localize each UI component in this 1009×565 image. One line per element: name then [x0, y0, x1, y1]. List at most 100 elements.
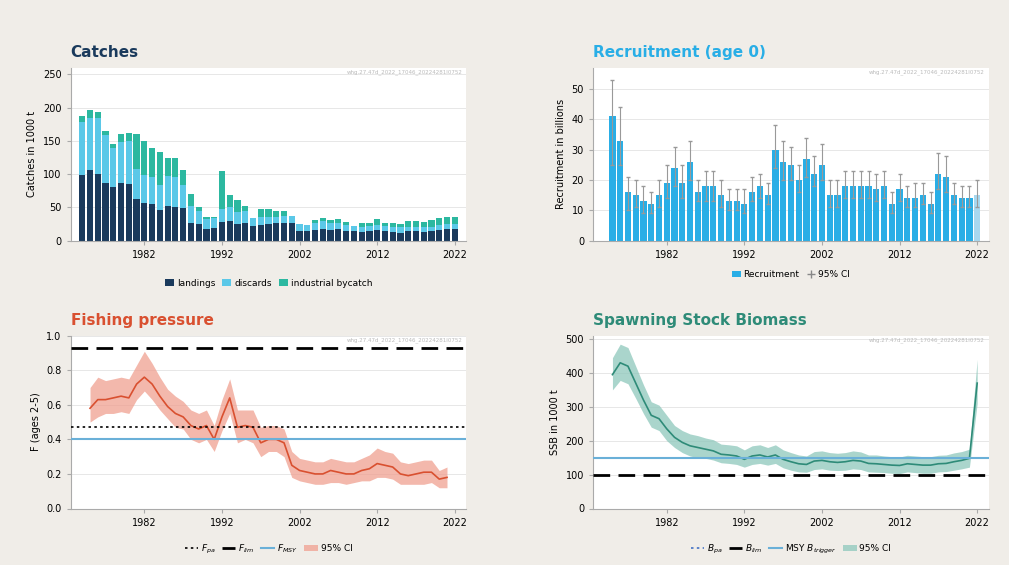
- Bar: [149, 204, 155, 241]
- Bar: [609, 116, 615, 241]
- Bar: [79, 176, 86, 241]
- Bar: [227, 207, 233, 221]
- Bar: [149, 147, 155, 177]
- Bar: [173, 158, 179, 177]
- Bar: [320, 229, 326, 241]
- Bar: [118, 142, 124, 183]
- Bar: [289, 223, 295, 241]
- Bar: [381, 223, 388, 226]
- Bar: [103, 135, 109, 183]
- Bar: [358, 227, 364, 232]
- Bar: [188, 223, 194, 241]
- Bar: [850, 186, 856, 241]
- Bar: [227, 195, 233, 207]
- Bar: [405, 227, 412, 231]
- Bar: [126, 184, 132, 241]
- Legend: Recruitment, 95% CI: Recruitment, 95% CI: [728, 267, 854, 282]
- Bar: [351, 226, 357, 231]
- Bar: [374, 225, 380, 230]
- Bar: [896, 189, 903, 241]
- Bar: [904, 198, 910, 241]
- Bar: [374, 230, 380, 241]
- Bar: [967, 198, 973, 241]
- Bar: [312, 223, 318, 230]
- Bar: [196, 207, 202, 211]
- Bar: [413, 227, 419, 231]
- Bar: [429, 231, 435, 241]
- Bar: [95, 112, 101, 118]
- Bar: [141, 203, 147, 241]
- Text: Fishing pressure: Fishing pressure: [71, 313, 214, 328]
- Bar: [413, 221, 419, 227]
- Bar: [436, 225, 442, 230]
- Text: Spawning Stock Biomass: Spawning Stock Biomass: [593, 313, 807, 328]
- Bar: [118, 133, 124, 142]
- Bar: [257, 225, 264, 241]
- Bar: [927, 204, 933, 241]
- Bar: [826, 195, 832, 241]
- Bar: [950, 195, 957, 241]
- Bar: [335, 223, 341, 229]
- Bar: [671, 168, 678, 241]
- Bar: [873, 189, 880, 241]
- Bar: [103, 131, 109, 135]
- Legend: $B_{pa}$, $B_{lim}$, MSY $B_{trigger}$, 95% CI: $B_{pa}$, $B_{lim}$, MSY $B_{trigger}$, …: [687, 538, 895, 559]
- Bar: [343, 222, 349, 225]
- Bar: [912, 198, 918, 241]
- Bar: [87, 118, 93, 170]
- Bar: [110, 147, 116, 188]
- Bar: [110, 144, 116, 147]
- Bar: [757, 186, 763, 241]
- Bar: [312, 230, 318, 241]
- Bar: [180, 185, 187, 208]
- Bar: [381, 231, 388, 241]
- Bar: [405, 221, 412, 227]
- Bar: [110, 188, 116, 241]
- Bar: [772, 150, 779, 241]
- Bar: [436, 218, 442, 225]
- Bar: [421, 232, 427, 241]
- Bar: [211, 217, 217, 218]
- Bar: [959, 198, 965, 241]
- Text: whg.27.47d_2022_17046_20224281I0752: whg.27.47d_2022_17046_20224281I0752: [869, 69, 985, 75]
- Bar: [710, 186, 716, 241]
- Bar: [320, 221, 326, 229]
- Text: whg.27.47d_2022_17046_20224281I0752: whg.27.47d_2022_17046_20224281I0752: [869, 337, 985, 343]
- Bar: [351, 231, 357, 241]
- Bar: [219, 222, 225, 241]
- Bar: [633, 195, 639, 241]
- Bar: [95, 118, 101, 174]
- Bar: [234, 212, 240, 224]
- Bar: [398, 224, 404, 227]
- Bar: [211, 228, 217, 241]
- Y-axis label: Catches in 1000 t: Catches in 1000 t: [27, 111, 37, 197]
- Bar: [164, 158, 171, 176]
- Bar: [281, 216, 288, 223]
- Bar: [718, 195, 724, 241]
- Bar: [250, 226, 256, 241]
- Bar: [211, 218, 217, 228]
- Bar: [234, 200, 240, 212]
- Bar: [421, 227, 427, 232]
- Bar: [156, 210, 163, 241]
- Bar: [381, 226, 388, 231]
- Bar: [141, 176, 147, 203]
- Bar: [289, 216, 295, 223]
- Bar: [173, 177, 179, 207]
- Bar: [304, 231, 311, 241]
- Bar: [811, 174, 817, 241]
- Bar: [819, 165, 825, 241]
- Bar: [452, 224, 458, 229]
- Bar: [95, 174, 101, 241]
- Bar: [803, 159, 809, 241]
- Bar: [444, 224, 450, 229]
- Bar: [242, 206, 248, 211]
- Bar: [413, 231, 419, 241]
- Bar: [452, 218, 458, 224]
- Bar: [343, 225, 349, 231]
- Bar: [788, 165, 794, 241]
- Bar: [734, 201, 740, 241]
- Bar: [265, 218, 271, 224]
- Bar: [304, 225, 311, 231]
- Bar: [648, 204, 655, 241]
